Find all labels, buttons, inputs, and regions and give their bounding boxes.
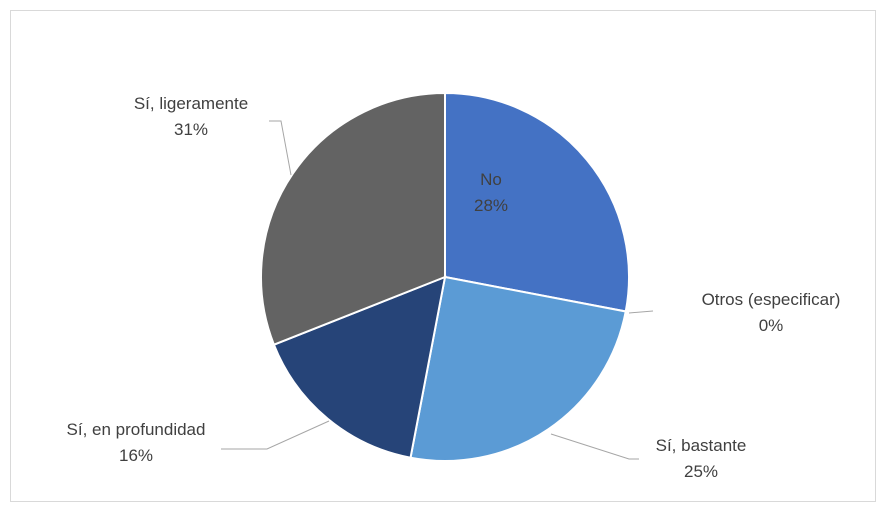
data-label-category-si-ligeramente: Sí, ligeramente xyxy=(134,94,248,113)
pie-slice-si-ligeramente xyxy=(260,91,446,347)
data-label-category-si-bastante: Sí, bastante xyxy=(656,436,747,455)
data-label-si-en-profundidad: Sí, en profundidad 16% xyxy=(67,420,206,465)
leader-lines xyxy=(221,120,654,460)
leader-line-si-bastante xyxy=(550,433,639,460)
data-label-value-si-en-profundidad: 16% xyxy=(119,446,153,465)
data-label-category-si-en-profundidad: Sí, en profundidad xyxy=(67,420,206,439)
pie-slice-si-bastante xyxy=(409,275,627,462)
pie-slice-no xyxy=(444,91,630,313)
leader-line-si-en-profundidad xyxy=(221,420,330,450)
data-labels: No 28% Otros (especificar) 0% Sí, bastante 25… xyxy=(67,94,841,481)
data-label-category-otros-especificar: Otros (especificar) xyxy=(702,290,841,309)
leader-line-otros-especificar xyxy=(628,310,654,314)
data-label-value-si-ligeramente: 31% xyxy=(174,120,208,139)
data-label-category-no: No xyxy=(480,170,502,189)
pie-chart: No 28% Otros (especificar) 0% Sí, bastante 25… xyxy=(67,91,841,481)
data-label-si-ligeramente: Sí, ligeramente 31% xyxy=(134,94,248,139)
pie-slice-si-en-profundidad xyxy=(272,275,447,459)
chart-area: No 28% Otros (especificar) 0% Sí, bastante 25… xyxy=(10,10,876,502)
data-label-si-bastante: Sí, bastante 25% xyxy=(656,436,747,481)
pie-slices xyxy=(260,91,630,462)
data-label-no: No 28% xyxy=(474,170,508,215)
data-label-value-no: 28% xyxy=(474,196,508,215)
data-label-value-otros-especificar: 0% xyxy=(759,316,784,335)
leader-line-si-ligeramente xyxy=(269,120,292,176)
data-label-otros-especificar: Otros (especificar) 0% xyxy=(702,290,841,335)
data-label-value-si-bastante: 25% xyxy=(684,462,718,481)
